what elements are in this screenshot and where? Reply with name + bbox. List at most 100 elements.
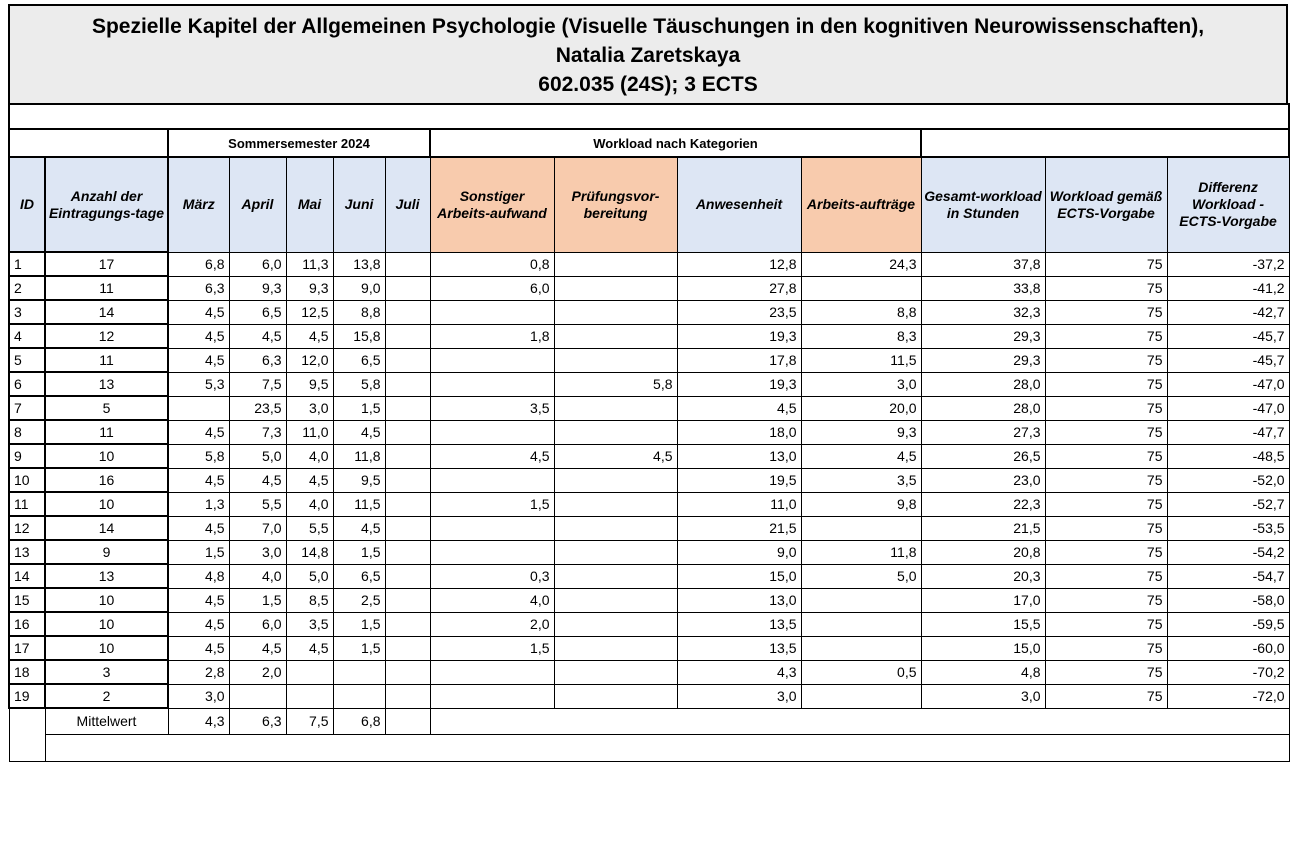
cell-id: 19 — [8, 683, 46, 709]
cell-days: 13 — [44, 563, 169, 589]
cell-days: 12 — [44, 323, 169, 349]
table-row: 4 12 4,5 4,5 4,5 15,8 1,8 19,3 8,3 29,3 75 -45,7 — [8, 323, 1290, 349]
cell-anwesenheit: 21,5 — [676, 515, 802, 541]
cell-maerz: 4,5 — [167, 587, 230, 613]
cell-gesamt: 27,3 — [920, 419, 1046, 445]
cell-mai: 9,3 — [285, 275, 334, 301]
cell-ects: 75 — [1044, 611, 1168, 637]
footer-row: Mittelwert 4,3 6,3 7,5 6,8 — [8, 707, 1290, 735]
cell-diff: -60,0 — [1166, 635, 1290, 661]
cell-gesamt: 26,5 — [920, 443, 1046, 469]
cell-gesamt: 29,3 — [920, 323, 1046, 349]
cell-april: 9,3 — [228, 275, 287, 301]
cell-pruefung — [553, 683, 678, 709]
cell-ects: 75 — [1044, 275, 1168, 301]
cell-sonstiger — [429, 347, 555, 373]
cell-anwesenheit: 11,0 — [676, 491, 802, 517]
cell-diff: -52,7 — [1166, 491, 1290, 517]
cell-maerz: 4,5 — [167, 515, 230, 541]
cell-id: 9 — [8, 443, 46, 469]
cell-mai: 4,0 — [285, 491, 334, 517]
cell-juni: 8,8 — [332, 299, 386, 325]
table-row: 6 13 5,3 7,5 9,5 5,8 5,8 19,3 3,0 28,0 75 -47,0 — [8, 371, 1290, 397]
cell-sonstiger: 2,0 — [429, 611, 555, 637]
workload-table: Sommersemester 2024 Workload nach Katego… — [8, 103, 1291, 762]
cell-pruefung — [553, 251, 678, 277]
cell-sonstiger: 4,5 — [429, 443, 555, 469]
cell-arbeit: 20,0 — [800, 395, 922, 421]
cell-diff: -70,2 — [1166, 659, 1290, 685]
cell-ects: 75 — [1044, 347, 1168, 373]
cell-anwesenheit: 18,0 — [676, 419, 802, 445]
cell-april: 4,5 — [228, 635, 287, 661]
cell-juni: 15,8 — [332, 323, 386, 349]
cell-pruefung — [553, 275, 678, 301]
cell-id: 3 — [8, 299, 46, 325]
header-days: Anzahl der Eintragungs-tage — [44, 156, 169, 253]
cell-mai: 3,0 — [285, 395, 334, 421]
cell-juli — [384, 251, 431, 277]
header-arbeit: Arbeits-aufträge — [800, 156, 922, 253]
cell-id: 12 — [8, 515, 46, 541]
cell-mai: 4,5 — [285, 467, 334, 493]
cell-days: 11 — [44, 419, 169, 445]
cell-pruefung — [553, 635, 678, 661]
cell-gesamt: 20,3 — [920, 563, 1046, 589]
cell-pruefung — [553, 587, 678, 613]
cell-april: 5,0 — [228, 443, 287, 469]
cell-mai: 12,0 — [285, 347, 334, 373]
cell-mai: 8,5 — [285, 587, 334, 613]
cell-maerz: 4,5 — [167, 467, 230, 493]
cell-diff: -45,7 — [1166, 323, 1290, 349]
cell-juni — [332, 659, 386, 685]
cell-ects: 75 — [1044, 323, 1168, 349]
cell-arbeit: 9,8 — [800, 491, 922, 517]
cell-id: 18 — [8, 659, 46, 685]
cell-april: 6,5 — [228, 299, 287, 325]
cell-april: 6,0 — [228, 251, 287, 277]
cell-arbeit: 24,3 — [800, 251, 922, 277]
cell-mai: 3,5 — [285, 611, 334, 637]
cell-arbeit: 3,0 — [800, 371, 922, 397]
cell-gesamt: 37,8 — [920, 251, 1046, 277]
cell-juni: 1,5 — [332, 539, 386, 565]
cell-arbeit: 9,3 — [800, 419, 922, 445]
cell-days: 10 — [44, 443, 169, 469]
cell-diff: -48,5 — [1166, 443, 1290, 469]
cell-ects: 75 — [1044, 419, 1168, 445]
cell-sonstiger — [429, 515, 555, 541]
cell-pruefung — [553, 299, 678, 325]
cell-maerz: 3,0 — [167, 683, 230, 709]
cell-sonstiger — [429, 659, 555, 685]
cell-ects: 75 — [1044, 299, 1168, 325]
table-row: 13 9 1,5 3,0 14,8 1,5 9,0 11,8 20,8 75 -54,2 — [8, 539, 1290, 565]
cell-diff: -58,0 — [1166, 587, 1290, 613]
cell-maerz: 2,8 — [167, 659, 230, 685]
cell-pruefung — [553, 659, 678, 685]
workload-group-header: Workload nach Kategorien — [429, 128, 922, 158]
cell-anwesenheit: 13,0 — [676, 443, 802, 469]
cell-mai: 5,0 — [285, 563, 334, 589]
cell-arbeit: 8,3 — [800, 323, 922, 349]
cell-april: 4,5 — [228, 467, 287, 493]
cell-april: 7,5 — [228, 371, 287, 397]
cell-arbeit: 11,5 — [800, 347, 922, 373]
cell-juli — [384, 323, 431, 349]
cell-days: 3 — [44, 659, 169, 685]
title-line-1: Spezielle Kapitel der Allgemeinen Psycho… — [91, 15, 1205, 38]
cell-id: 4 — [8, 323, 46, 349]
header-sonstiger: Sonstiger Arbeits-aufwand — [429, 156, 555, 253]
cell-arbeit: 5,0 — [800, 563, 922, 589]
table-row: 11 10 1,3 5,5 4,0 11,5 1,5 11,0 9,8 22,3 75 -52,7 — [8, 491, 1290, 517]
cell-maerz: 5,8 — [167, 443, 230, 469]
cell-juli — [384, 539, 431, 565]
cell-diff: -72,0 — [1166, 683, 1290, 709]
cell-sonstiger — [429, 299, 555, 325]
cell-ects: 75 — [1044, 587, 1168, 613]
cell-anwesenheit: 17,8 — [676, 347, 802, 373]
cell-diff: -47,0 — [1166, 371, 1290, 397]
cell-days: 16 — [44, 467, 169, 493]
cell-juli — [384, 467, 431, 493]
cell-anwesenheit: 3,0 — [676, 683, 802, 709]
cell-days: 10 — [44, 587, 169, 613]
